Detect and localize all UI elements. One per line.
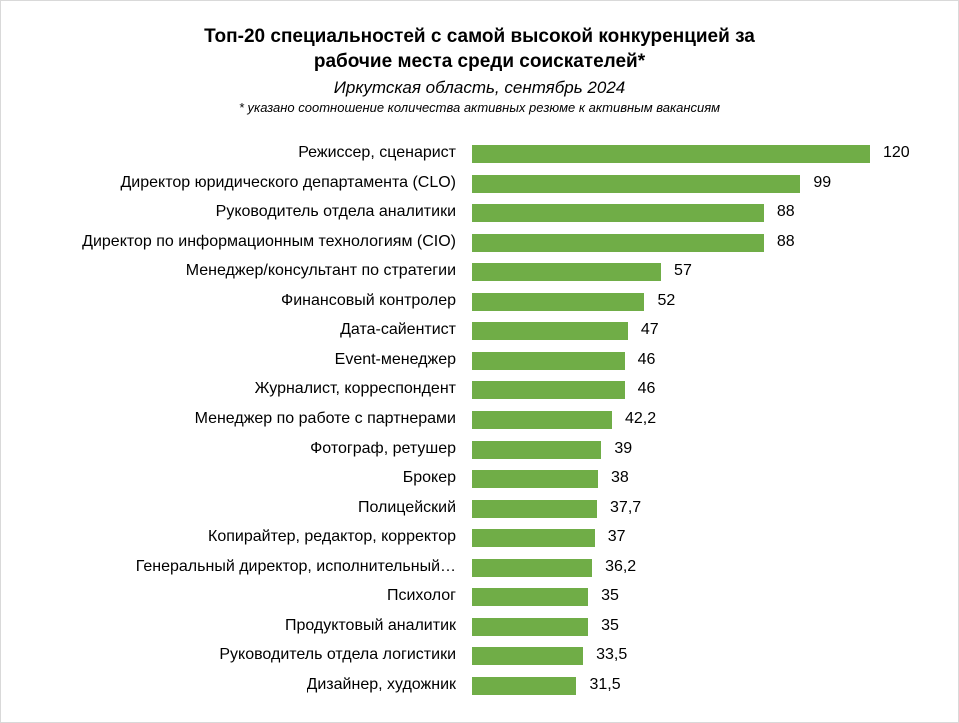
category-label: Event-менеджер (334, 350, 456, 368)
data-label: 57 (674, 262, 692, 280)
data-label: 52 (657, 291, 676, 309)
data-label: 31,5 (589, 675, 621, 693)
category-label: Руководитель отдела логистики (219, 646, 456, 664)
bar (472, 676, 577, 695)
bar (472, 410, 612, 429)
bar (472, 617, 589, 636)
data-label: 47 (640, 321, 659, 339)
bar (472, 351, 625, 370)
data-label: 46 (637, 380, 656, 398)
bar (472, 440, 602, 459)
bar (472, 647, 584, 666)
data-label: 42,2 (624, 409, 657, 427)
bar (472, 145, 870, 163)
bar (472, 529, 595, 548)
category-label: Брокер (402, 469, 456, 487)
category-label: Копирайтер, редактор, корректор (208, 528, 456, 546)
data-label: 33,5 (596, 646, 628, 664)
chart-subtitle: Иркутская область, сентябрь 2024 (333, 78, 626, 97)
data-label: 37,7 (610, 498, 642, 516)
bar (472, 588, 589, 607)
category-label: Директор юридического департамента (CLO) (120, 173, 456, 191)
bar (472, 233, 764, 252)
data-label: 39 (614, 439, 633, 457)
data-label: 88 (776, 203, 795, 221)
chart-title-line-1: Топ-20 специальностей с самой высокой ко… (204, 26, 755, 47)
bar (472, 263, 662, 282)
bar (472, 381, 625, 400)
bar (472, 292, 645, 311)
data-label: 35 (601, 587, 619, 605)
bar (472, 499, 598, 518)
category-label: Менеджер по работе с партнерами (194, 409, 456, 427)
data-label: 37 (607, 528, 626, 546)
category-label: Финансовый контролер (281, 291, 456, 309)
category-label: Руководитель отдела аналитики (215, 203, 456, 221)
bar (472, 558, 593, 577)
category-label: Продуктовый аналитик (284, 616, 456, 634)
category-label: Генеральный директор, исполнительный… (135, 557, 456, 575)
category-label: Дата-сайентист (340, 321, 456, 339)
data-label: 36,2 (605, 557, 637, 575)
bar (472, 322, 628, 341)
chart-note: * указано соотношение количества активны… (238, 100, 721, 115)
data-label: 46 (637, 350, 656, 368)
data-label: 120 (883, 144, 910, 161)
data-label: 35 (601, 616, 619, 634)
category-label: Дизайнер, художник (306, 675, 456, 693)
data-label: 88 (776, 232, 795, 250)
bar (472, 470, 599, 489)
data-label: 99 (813, 173, 832, 191)
category-label: Режиссер, сценарист (298, 144, 456, 161)
category-label: Менеджер/консультант по стратегии (185, 262, 456, 280)
chart-title-line-2: рабочие места среди соискателей* (313, 51, 646, 72)
category-label: Директор по информационным технологиям (… (82, 232, 456, 250)
category-label: Фотограф, ретушер (310, 439, 456, 457)
category-label: Полицейский (357, 498, 456, 516)
data-label: 38 (611, 469, 629, 487)
bar (472, 204, 764, 223)
category-label: Журналист, корреспондент (254, 380, 456, 398)
category-label: Психолог (386, 587, 456, 605)
bar (472, 174, 801, 193)
